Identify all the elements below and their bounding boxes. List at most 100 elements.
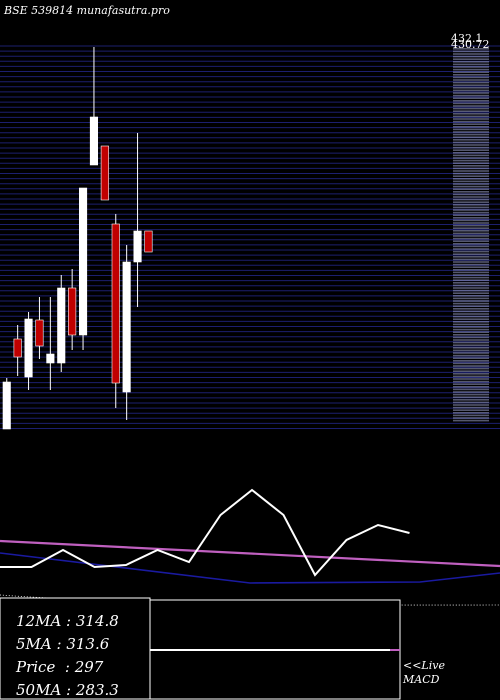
axis-label-mark-17 [453, 92, 489, 94]
axis-label-mark-105 [453, 321, 489, 323]
axis-label-mark-134 [453, 396, 489, 398]
axis-label-mark-106 [453, 323, 489, 326]
axis-label-mark-96 [453, 297, 489, 300]
axis-label-mark-20 [453, 100, 489, 102]
axis-label-mark-48 [453, 172, 489, 175]
axis-label-mark-41 [453, 154, 489, 157]
candle-body-10 [111, 223, 120, 384]
axis-label-mark-126 [453, 375, 489, 378]
axis-label-mark-116 [453, 349, 489, 352]
ma-legend-border [0, 597, 151, 700]
axis-label-mark-43 [453, 159, 489, 162]
axis-label-mark-30 [453, 126, 489, 128]
axis-label-mark-135 [453, 399, 489, 401]
axis-label-mark-124 [453, 370, 489, 372]
ma5-row: 5MA : 313.6 [16, 635, 110, 653]
candle-body-1 [13, 338, 22, 358]
header-code: 539814 [31, 4, 74, 17]
axis-label-mark-31 [453, 128, 489, 131]
axis-label-mark-122 [453, 365, 489, 367]
axis-label-mark-7 [453, 66, 489, 68]
price-grid [0, 45, 500, 429]
axis-label-mark-3 [453, 55, 489, 58]
axis-label-mark-136 [453, 401, 489, 404]
axis-label-mark-5 [453, 61, 489, 63]
axis-label-mark-109 [453, 331, 489, 333]
axis-label-mark-40 [453, 152, 489, 154]
axis-label-mark-108 [453, 328, 489, 331]
axis-label-mark-57 [453, 196, 489, 198]
candle-body-5 [57, 287, 66, 364]
axis-label-mark-114 [453, 344, 489, 346]
axis-label-mark-9 [453, 71, 489, 73]
axis-label-mark-90 [453, 282, 489, 284]
axis-label-mark-39 [453, 149, 489, 151]
ma12-label: 12MA [16, 612, 62, 630]
axis-label-mark-140 [453, 412, 489, 414]
axis-label-mark-130 [453, 386, 489, 388]
axis-label-mark-60 [453, 204, 489, 206]
axis-label-mark-81 [453, 258, 489, 261]
axis-label-mark-117 [453, 352, 489, 354]
price-row: Price : 297 [16, 658, 104, 676]
axis-label-mark-71 [453, 232, 489, 235]
axis-label-mark-110 [453, 334, 489, 336]
axis-label-mark-25 [453, 113, 489, 115]
ma50-row: 50MA : 283.3 [16, 681, 119, 699]
axis-label-mark-119 [453, 357, 489, 359]
axis-label-mark-87 [453, 274, 489, 276]
axis-label-top-1: 432.1 [451, 32, 483, 45]
axis-label-mark-120 [453, 360, 489, 362]
axis-label-mark-36 [453, 141, 489, 144]
axis-label-mark-26 [453, 115, 489, 118]
axis-label-mark-82 [453, 261, 489, 263]
axis-label-mark-66 [453, 219, 489, 222]
axis-label-mark-52 [453, 183, 489, 185]
axis-label-mark-64 [453, 214, 489, 216]
axis-label-mark-139 [453, 409, 489, 411]
axis-label-mark-6 [453, 63, 489, 66]
axis-label-mark-45 [453, 165, 489, 167]
axis-label-mark-101 [453, 310, 489, 313]
ma-pink-line [0, 539, 500, 568]
axis-label-mark-131 [453, 388, 489, 391]
live-macd-link[interactable]: <<Live MACD [403, 659, 445, 687]
axis-label-mark-34 [453, 136, 489, 138]
axis-label-mark-98 [453, 302, 489, 305]
axis-label-mark-86 [453, 271, 489, 274]
axis-label-mark-92 [453, 287, 489, 289]
axis-label-mark-37 [453, 144, 489, 146]
axis-label-mark-58 [453, 198, 489, 201]
ma50-value: 283.3 [75, 681, 119, 699]
axis-label-mark-49 [453, 175, 489, 177]
axis-label-mark-11 [453, 76, 489, 79]
candle-body-11 [122, 261, 131, 393]
axis-label-mark-0 [453, 48, 489, 50]
indicator-panel [0, 488, 500, 700]
axis-label-mark-77 [453, 248, 489, 250]
candle-body-6 [68, 287, 77, 336]
axis-label-mark-111 [453, 336, 489, 339]
axis-label-mark-33 [453, 133, 489, 136]
axis-label-mark-61 [453, 206, 489, 209]
axis-label-mark-55 [453, 191, 489, 193]
axis-label-mark-97 [453, 300, 489, 302]
axis-label-mark-13 [453, 81, 489, 84]
axis-label-mark-28 [453, 120, 489, 123]
axis-label-mark-143 [453, 419, 489, 422]
axis-label-mark-63 [453, 211, 489, 214]
header-exchange: BSE [4, 4, 28, 17]
axis-label-mark-46 [453, 167, 489, 170]
axis-label-mark-15 [453, 87, 489, 89]
axis-label-mark-94 [453, 292, 489, 294]
axis-label-mark-113 [453, 341, 489, 344]
candle-body-12 [133, 230, 142, 263]
axis-label-mark-125 [453, 373, 489, 375]
candles-group [2, 47, 153, 430]
axis-label-mark-123 [453, 367, 489, 370]
axis-label-mark-38 [453, 146, 489, 149]
axis-label-mark-65 [453, 217, 489, 219]
axis-label-mark-50 [453, 178, 489, 180]
axis-label-mark-78 [453, 250, 489, 253]
